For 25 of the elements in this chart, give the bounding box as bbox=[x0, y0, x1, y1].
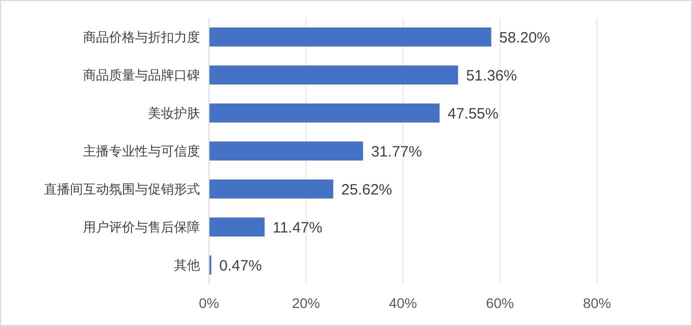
x-tick-label: 60% bbox=[486, 295, 514, 311]
data-label: 31.77% bbox=[371, 143, 422, 160]
x-tick-label: 0% bbox=[198, 295, 220, 311]
bar bbox=[209, 180, 334, 198]
x-tick-label: 20% bbox=[292, 295, 320, 311]
bar bbox=[209, 28, 492, 46]
y-tick-label: 美妆护肤 bbox=[148, 106, 200, 121]
bar bbox=[209, 142, 364, 160]
bar bbox=[209, 218, 265, 236]
y-tick-label: 其他 bbox=[174, 258, 200, 273]
y-tick-label: 主播专业性与可信度 bbox=[83, 144, 200, 159]
y-tick-label: 商品质量与品牌口碑 bbox=[83, 68, 200, 83]
data-label: 47.55% bbox=[448, 105, 498, 122]
y-tick-label: 直播间互动氛围与促销形式 bbox=[44, 182, 200, 197]
data-label: 25.62% bbox=[341, 181, 392, 198]
bar bbox=[209, 104, 440, 122]
data-label: 51.36% bbox=[466, 67, 517, 84]
data-label: 11.47% bbox=[272, 219, 322, 236]
data-label: 58.20% bbox=[499, 29, 550, 46]
y-tick-label: 商品价格与折扣力度 bbox=[83, 30, 200, 45]
x-tick-label: 40% bbox=[388, 295, 418, 311]
x-tick-label: 80% bbox=[582, 295, 612, 311]
bar bbox=[209, 66, 458, 84]
data-label: 0.47% bbox=[219, 257, 262, 274]
y-tick-label: 用户评价与售后保障 bbox=[83, 220, 200, 235]
